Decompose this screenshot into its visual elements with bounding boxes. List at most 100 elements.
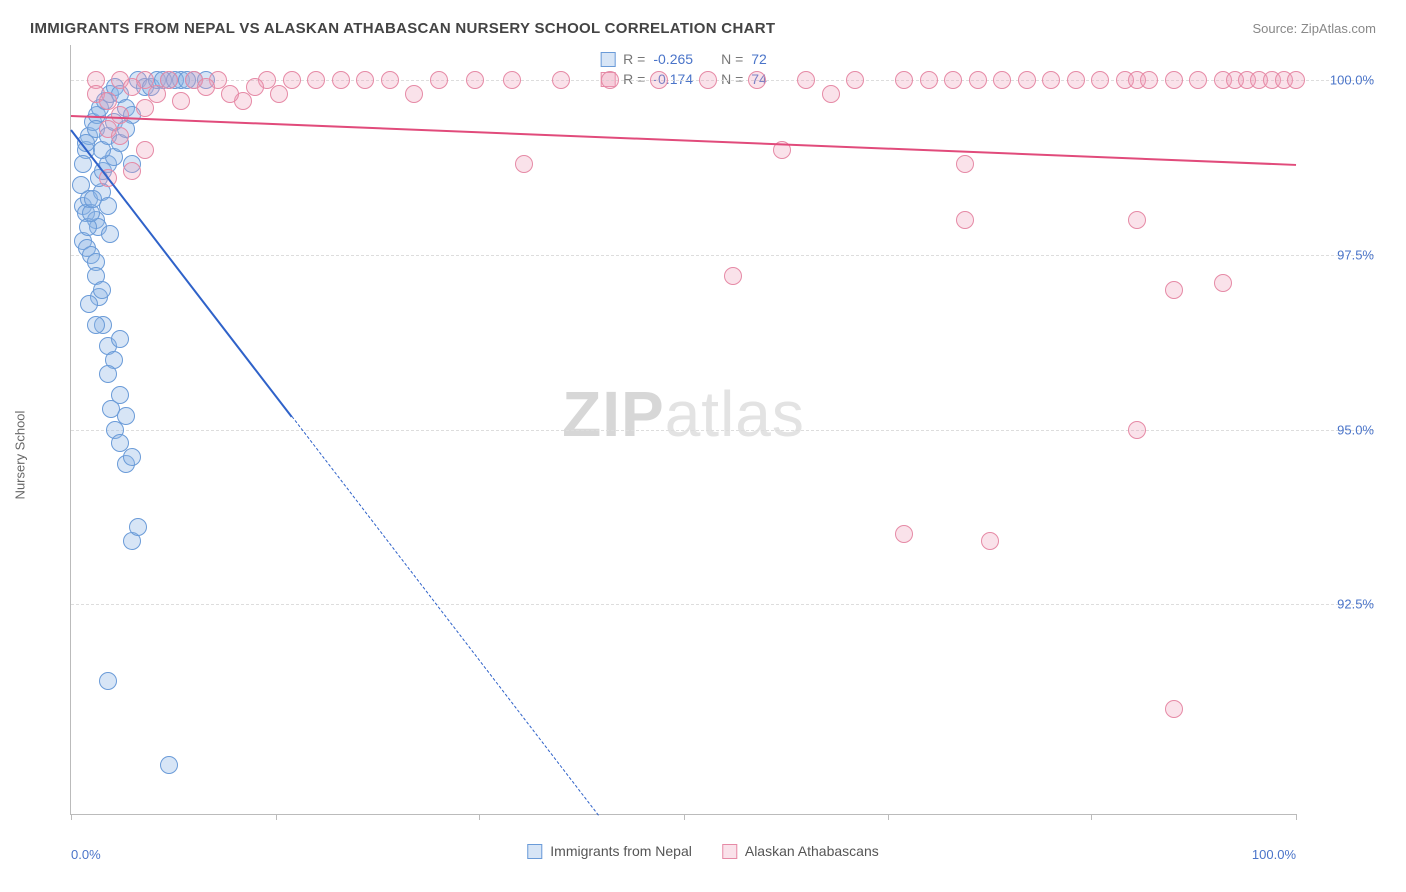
x-tick-mark [1091,814,1092,820]
data-point [381,71,399,89]
data-point [74,155,92,173]
data-point [797,71,815,89]
data-point [197,78,215,96]
data-point [993,71,1011,89]
data-point [123,448,141,466]
data-point [1165,281,1183,299]
data-point [956,211,974,229]
x-tick-label: 0.0% [71,847,101,862]
y-tick-label: 95.0% [1304,422,1374,437]
data-point [1018,71,1036,89]
data-point [515,155,533,173]
data-point [601,71,619,89]
data-point [466,71,484,89]
data-point [111,106,129,124]
data-point [123,162,141,180]
data-point [405,85,423,103]
data-point [724,267,742,285]
data-point [87,316,105,334]
watermark-bold: ZIP [562,378,665,450]
data-point [221,85,239,103]
data-point [111,127,129,145]
x-tick-mark [276,814,277,820]
data-point [1067,71,1085,89]
source-prefix: Source: [1252,21,1300,36]
legend-swatch [600,52,615,67]
data-point [84,190,102,208]
correlation-legend: R = -0.265N = 72R = -0.174N = 74 [590,45,777,93]
data-point [136,99,154,117]
y-tick-label: 92.5% [1304,597,1374,612]
data-point [552,71,570,89]
r-value: -0.265 [653,51,693,67]
data-point [1214,274,1232,292]
data-point [895,71,913,89]
data-point [846,71,864,89]
data-point [123,78,141,96]
y-tick-label: 97.5% [1304,247,1374,262]
data-point [650,71,668,89]
data-point [270,85,288,103]
correlation-row: R = -0.265 N = 72 [600,49,767,69]
legend-label: Immigrants from Nepal [550,843,692,859]
chart-plot-area: ZIPatlas R = -0.265N = 72R = -0.174N = 7… [70,45,1296,815]
watermark: ZIPatlas [562,377,805,451]
data-point [981,532,999,550]
data-point [1189,71,1207,89]
x-tick-mark [888,814,889,820]
data-point [969,71,987,89]
n-value: 72 [751,51,767,67]
data-point [117,407,135,425]
data-point [956,155,974,173]
data-point [111,330,129,348]
data-point [246,78,264,96]
chart-title: IMMIGRANTS FROM NEPAL VS ALASKAN ATHABAS… [30,20,775,37]
data-point [160,756,178,774]
grid-line [71,255,1374,256]
x-tick-label: 100.0% [1252,847,1296,862]
data-point [93,281,111,299]
r-symbol: R = [623,51,645,67]
legend-label: Alaskan Athabascans [745,843,879,859]
data-point [1165,700,1183,718]
data-point [503,71,521,89]
data-point [356,71,374,89]
legend-swatch [722,844,737,859]
y-tick-label: 100.0% [1304,72,1374,87]
data-point [129,518,147,536]
y-axis-label: Nursery School [13,411,28,500]
data-point [1042,71,1060,89]
x-tick-mark [1296,814,1297,820]
grid-line [71,604,1374,605]
data-point [1140,71,1158,89]
legend-item: Alaskan Athabascans [722,843,879,859]
data-point [895,525,913,543]
data-point [136,141,154,159]
data-point [99,365,117,383]
data-point [307,71,325,89]
data-point [748,71,766,89]
data-point [148,85,166,103]
source-link[interactable]: ZipAtlas.com [1301,21,1376,36]
trend-line [291,416,598,815]
series-legend: Immigrants from Nepal Alaskan Athabascans [527,843,878,859]
n-symbol: N = [721,51,743,67]
data-point [944,71,962,89]
data-point [1091,71,1109,89]
data-point [332,71,350,89]
data-point [430,71,448,89]
data-point [920,71,938,89]
data-point [1165,71,1183,89]
data-point [99,672,117,690]
trend-line [71,115,1296,166]
grid-line [71,430,1374,431]
data-point [699,71,717,89]
data-point [1287,71,1305,89]
data-point [172,92,190,110]
data-point [111,386,129,404]
chart-source: Source: ZipAtlas.com [1252,21,1376,36]
data-point [101,225,119,243]
data-point [80,295,98,313]
x-tick-mark [684,814,685,820]
data-point [1128,421,1146,439]
